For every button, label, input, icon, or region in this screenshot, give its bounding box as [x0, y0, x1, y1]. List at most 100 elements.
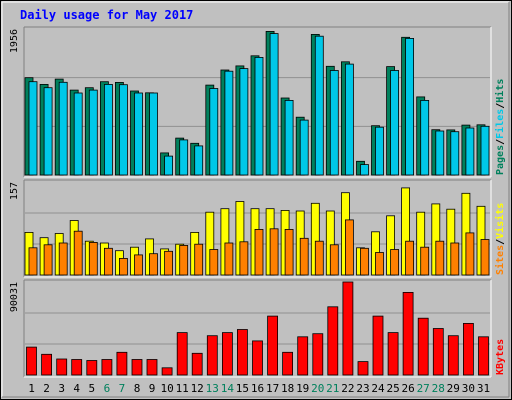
y-max-label: 157 — [9, 182, 20, 200]
day-label: 30 — [462, 382, 475, 395]
legend-hits: Hits — [494, 79, 506, 103]
bar-kbytes — [116, 351, 128, 376]
chart-title: Daily usage for May 2017 — [20, 8, 193, 22]
day-label: 22 — [341, 382, 354, 395]
bar-kbytes — [131, 359, 143, 376]
bar-sites — [58, 242, 68, 276]
bar-files — [88, 89, 98, 176]
bar-sites — [390, 249, 400, 276]
bar-files — [420, 100, 430, 176]
bar-kbytes — [56, 358, 68, 376]
bar-kbytes — [342, 281, 354, 376]
bar-kbytes — [357, 361, 369, 376]
bar-kbytes — [312, 333, 324, 376]
bar-sites — [435, 240, 445, 276]
legend-separator: / — [495, 103, 506, 109]
bar-sites — [179, 244, 189, 276]
bar-kbytes — [191, 352, 203, 376]
bar-files — [254, 57, 264, 176]
bar-files — [179, 139, 189, 176]
bar-kbytes — [146, 359, 158, 376]
bar-kbytes — [327, 306, 339, 376]
bar-files — [405, 38, 415, 176]
y-max-label: 1956 — [9, 29, 20, 53]
bar-sites — [209, 249, 219, 276]
bar-files — [480, 125, 490, 176]
bar-sites — [360, 247, 369, 276]
day-label: 14 — [221, 382, 235, 395]
bar-files — [224, 70, 234, 176]
bar-files — [284, 100, 294, 176]
day-label: 31 — [477, 382, 490, 395]
legend-visits: Visits — [494, 203, 506, 239]
bar-sites — [104, 247, 113, 276]
bar-kbytes — [432, 328, 444, 376]
bar-kbytes — [101, 359, 113, 376]
day-label: 11 — [176, 382, 189, 395]
bar-sites — [420, 246, 430, 276]
bar-sites — [269, 228, 279, 276]
bar-files — [73, 92, 83, 176]
bar-kbytes — [417, 317, 429, 376]
bar-sites — [299, 237, 309, 276]
bar-sites — [134, 254, 143, 276]
bar-sites — [344, 219, 354, 276]
bar-files — [390, 70, 400, 176]
bar-sites — [480, 239, 490, 276]
bar-files — [360, 164, 369, 176]
bar-files — [28, 81, 38, 176]
legend-visits-sites: Sites/Visits — [494, 203, 506, 275]
bar-kbytes — [176, 332, 188, 376]
bar-files — [149, 92, 158, 176]
bar-files — [299, 119, 309, 176]
bar-files — [119, 84, 128, 176]
bar-kbytes — [86, 360, 98, 376]
bar-sites — [375, 252, 384, 276]
day-label: 8 — [134, 382, 141, 395]
bar-files — [344, 63, 354, 176]
day-label: 19 — [296, 382, 309, 395]
bar-sites — [43, 244, 53, 276]
bar-files — [465, 127, 475, 176]
bar-kbytes — [402, 291, 414, 376]
bar-files — [269, 33, 279, 176]
bar-sites — [28, 247, 38, 276]
legend-pages: Pages — [495, 145, 506, 175]
day-label: 15 — [236, 382, 249, 395]
bar-sites — [194, 243, 204, 276]
bar-sites — [314, 240, 324, 276]
legend-kbytes: KBytes — [495, 339, 506, 375]
bar-sites — [405, 240, 415, 276]
bar-files — [194, 145, 204, 176]
bar-files — [43, 87, 53, 176]
day-label: 26 — [401, 382, 414, 395]
y-max-label: 90031 — [9, 282, 20, 312]
bar-sites — [254, 228, 264, 276]
bar-files — [209, 88, 219, 176]
bar-files — [450, 131, 460, 176]
bar-kbytes — [26, 346, 37, 376]
bar-kbytes — [297, 336, 309, 376]
day-label: 7 — [119, 382, 126, 395]
bar-kbytes — [206, 335, 218, 376]
day-label: 28 — [432, 382, 445, 395]
day-label: 17 — [266, 382, 279, 395]
bar-sites — [73, 230, 83, 276]
day-label: 9 — [149, 382, 156, 395]
bar-kbytes — [372, 315, 384, 376]
chart-panels: 1956Pages/Files/Hits157Sites/Visits90031… — [9, 26, 506, 378]
bar-kbytes — [267, 315, 279, 376]
day-label: 5 — [88, 382, 95, 395]
bar-sites — [329, 244, 339, 276]
x-axis-day-labels: 1 2 3 4 5 6 7 8 9 10 11 12 13 14 15 16 17 18 19 20 21 22 23 24 2… — [28, 382, 490, 395]
bar-sites — [149, 253, 158, 276]
day-label: 10 — [160, 382, 173, 395]
bar-files — [375, 126, 384, 176]
bar-sites — [119, 257, 128, 276]
bar-kbytes — [71, 359, 83, 376]
bar-files — [134, 92, 143, 176]
day-label: 20 — [311, 382, 324, 395]
bar-sites — [164, 250, 174, 276]
panel-kbytes: 90031 KBytes — [9, 279, 506, 378]
